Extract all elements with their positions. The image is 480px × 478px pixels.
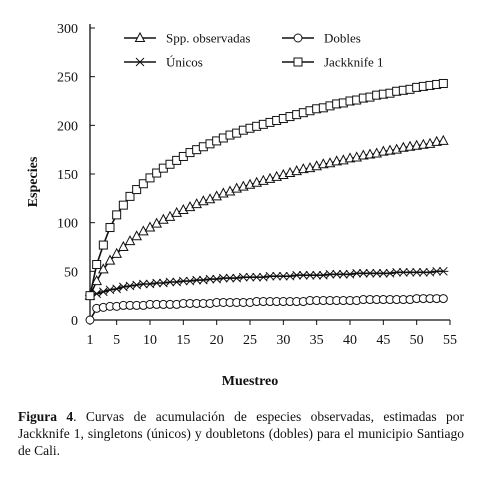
- legend-marker: [134, 31, 146, 42]
- caption-text: . Curvas de acumulación de especies obse…: [18, 409, 464, 458]
- series-circle: [85, 294, 448, 325]
- data-point: [438, 78, 448, 88]
- legend-entry: Jackknife 1: [282, 55, 384, 70]
- data-point: [438, 134, 449, 145]
- data-point: [131, 230, 142, 241]
- data-point: [124, 235, 136, 246]
- data-point: [118, 240, 129, 251]
- caption-label: Figura 4: [18, 409, 74, 424]
- x-tick-label: 25: [243, 333, 257, 348]
- legend-entry: Dobles: [282, 31, 361, 46]
- legend: Spp. observadas Dobles Únicos Jackknife 1: [124, 31, 384, 70]
- x-tick-label: 15: [176, 333, 190, 348]
- data-point: [91, 274, 102, 286]
- legend-label: Jackknife 1: [324, 55, 384, 70]
- legend-label: Spp. observadas: [166, 31, 251, 46]
- legend-entry: Únicos: [124, 55, 203, 70]
- series-layer: [84, 78, 449, 325]
- x-tick-label: 30: [276, 333, 290, 348]
- y-tick-label: 300: [57, 22, 78, 37]
- legend-marker: [293, 57, 303, 67]
- data-point: [438, 266, 449, 276]
- data-point: [158, 213, 169, 224]
- y-axis-title: Especies: [26, 156, 41, 207]
- series-asterisk: [85, 266, 449, 301]
- y-tick-label: 250: [57, 71, 78, 86]
- x-tick-label: 55: [443, 333, 457, 348]
- x-tick-label: 5: [113, 333, 120, 348]
- y-tick-label: 50: [64, 265, 78, 280]
- series-line: [89, 82, 444, 296]
- y-tick-label: 150: [57, 168, 78, 183]
- legend-label: Únicos: [166, 55, 203, 70]
- legend-label: Dobles: [324, 31, 361, 46]
- data-point: [204, 193, 216, 204]
- y-tick-label: 100: [57, 217, 78, 232]
- legend-marker: [135, 57, 145, 67]
- series-triangle: [84, 134, 449, 300]
- x-tick-label: 20: [210, 333, 224, 348]
- x-tick-label: 45: [376, 333, 390, 348]
- data-point: [211, 190, 222, 201]
- figure-caption: Figura 4. Curvas de acumulación de espec…: [18, 408, 464, 459]
- data-point: [98, 240, 108, 250]
- data-point: [178, 203, 189, 215]
- data-point: [98, 287, 109, 297]
- data-point: [85, 315, 95, 325]
- x-axis-title: Muestreo: [222, 374, 279, 389]
- data-point: [85, 291, 95, 301]
- data-point: [191, 198, 202, 209]
- data-point: [111, 284, 122, 294]
- legend-marker: [293, 33, 303, 43]
- data-point: [438, 294, 448, 304]
- x-tick-label: 35: [310, 333, 324, 348]
- x-tick-label: 50: [410, 333, 424, 348]
- data-point: [132, 185, 142, 195]
- data-point: [171, 206, 182, 217]
- series-square: [85, 78, 448, 301]
- data-point: [118, 200, 128, 210]
- data-point: [138, 179, 148, 189]
- y-tick-label: 200: [57, 119, 78, 134]
- data-point: [152, 168, 162, 178]
- data-point: [112, 210, 122, 220]
- data-point: [184, 201, 196, 212]
- x-tick-label: 1: [87, 333, 94, 348]
- data-point: [224, 185, 236, 196]
- data-point: [104, 254, 116, 265]
- x-tick-label: 40: [343, 333, 357, 348]
- data-point: [145, 173, 155, 183]
- y-tick-label: 0: [71, 314, 78, 329]
- data-point: [125, 191, 135, 201]
- data-point: [111, 247, 122, 258]
- data-point: [92, 260, 102, 270]
- data-point: [105, 223, 115, 233]
- x-tick-label: 10: [143, 333, 157, 348]
- legend-entry: Spp. observadas: [124, 31, 251, 46]
